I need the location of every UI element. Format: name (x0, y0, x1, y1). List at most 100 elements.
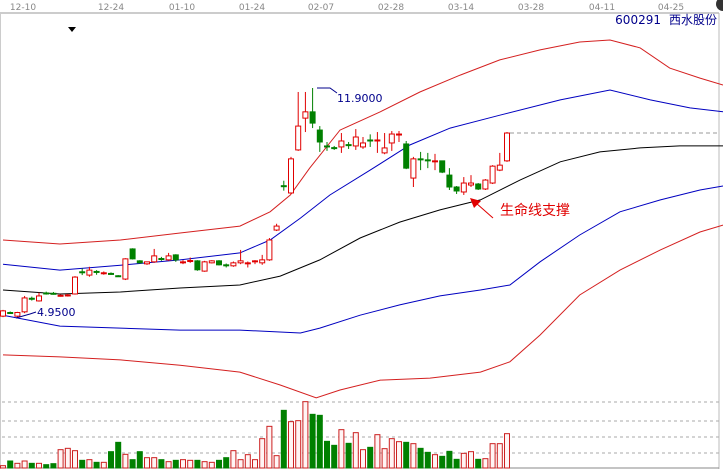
candle-body (237, 260, 244, 264)
candle (360, 137, 366, 149)
candle (302, 91, 309, 133)
candle (446, 168, 453, 190)
volume-bar (417, 447, 424, 469)
candle-body (230, 262, 237, 267)
candle-body (259, 259, 266, 264)
volume-bar (172, 459, 179, 469)
volume-bar (352, 432, 359, 469)
candle (489, 165, 496, 185)
candle-body (144, 261, 150, 265)
candle-body (7, 312, 14, 315)
candle-body (201, 261, 208, 272)
candle-body (266, 239, 273, 261)
candle (367, 134, 374, 147)
candle-body (187, 260, 194, 263)
candle (259, 254, 266, 265)
candle (21, 295, 28, 314)
candle-body (309, 111, 316, 124)
volume-bar (108, 451, 114, 469)
volume-bar (57, 449, 64, 469)
candle-body (43, 292, 50, 295)
volume-bar (201, 461, 208, 469)
volume-bar (295, 420, 302, 469)
volume-bar (208, 461, 215, 469)
candle-body (475, 183, 482, 190)
band-inner-upper (2, 89, 723, 271)
candle-body (482, 179, 489, 190)
candle (180, 260, 186, 265)
candle (129, 248, 136, 260)
candle (439, 160, 446, 174)
candle-body (496, 164, 503, 171)
volume-bar (316, 414, 323, 469)
candle-body (93, 270, 100, 273)
candle-body (432, 160, 438, 163)
candle (403, 140, 410, 170)
support-note: 生命线支撑 (500, 202, 570, 219)
candle (100, 271, 107, 275)
volume-bar (36, 462, 42, 469)
volume-bar (496, 443, 503, 469)
candle (338, 133, 345, 153)
candle-body (360, 142, 366, 148)
volume-bars (0, 401, 510, 469)
candle (230, 261, 237, 267)
candle (122, 258, 129, 281)
dropdown-triangle-icon[interactable] (68, 27, 76, 32)
volume-bar (288, 421, 294, 469)
candle (273, 223, 280, 232)
volume-grid (0, 401, 719, 469)
volume-bar (446, 450, 453, 469)
candle-body (194, 260, 201, 271)
candle-body (64, 294, 71, 297)
candle (187, 257, 194, 263)
volume-bar (345, 442, 352, 469)
volume-bar (187, 459, 194, 469)
candle (345, 141, 352, 149)
candle (144, 261, 150, 265)
band-outer-lower (2, 224, 723, 399)
candle-body (36, 295, 42, 302)
candle-body (417, 158, 424, 161)
x-tick-label: 02-07 (308, 3, 334, 13)
candle (388, 131, 395, 151)
candle-body (115, 275, 122, 278)
candle (93, 270, 100, 275)
candle (331, 145, 338, 150)
volume-bar (93, 461, 100, 469)
x-tick-label: 12-24 (98, 3, 124, 13)
candle-body (388, 133, 395, 144)
volume-bar (489, 443, 496, 469)
candle-body (439, 160, 446, 173)
candle-body (50, 292, 57, 295)
volume-bar (28, 462, 35, 469)
volume-bar (122, 453, 129, 469)
volume-bar (0, 465, 6, 469)
candle (252, 260, 258, 265)
volume-bar (302, 401, 309, 469)
candle-body (151, 255, 158, 263)
candle (86, 266, 93, 277)
candle-body (403, 143, 410, 169)
low-label: 4.9500 (37, 306, 76, 319)
volume-bar (482, 458, 489, 469)
candle-body (216, 260, 222, 266)
candle (223, 263, 230, 268)
candle (352, 129, 359, 150)
candle-body (424, 159, 431, 162)
candle (468, 175, 474, 188)
volume-bar (194, 459, 201, 469)
candle (453, 186, 460, 194)
candle-body (504, 132, 510, 162)
candle (432, 153, 438, 171)
volume-bar (180, 459, 186, 469)
candle-body (72, 276, 78, 295)
volume-bar (309, 413, 316, 469)
candle-body (288, 158, 294, 194)
candle-body (252, 260, 258, 263)
volume-bar (100, 461, 107, 469)
candle-body (374, 139, 381, 142)
corner-button-icon[interactable] (716, 0, 723, 11)
candle-body (295, 125, 302, 151)
volume-bar (468, 451, 474, 469)
